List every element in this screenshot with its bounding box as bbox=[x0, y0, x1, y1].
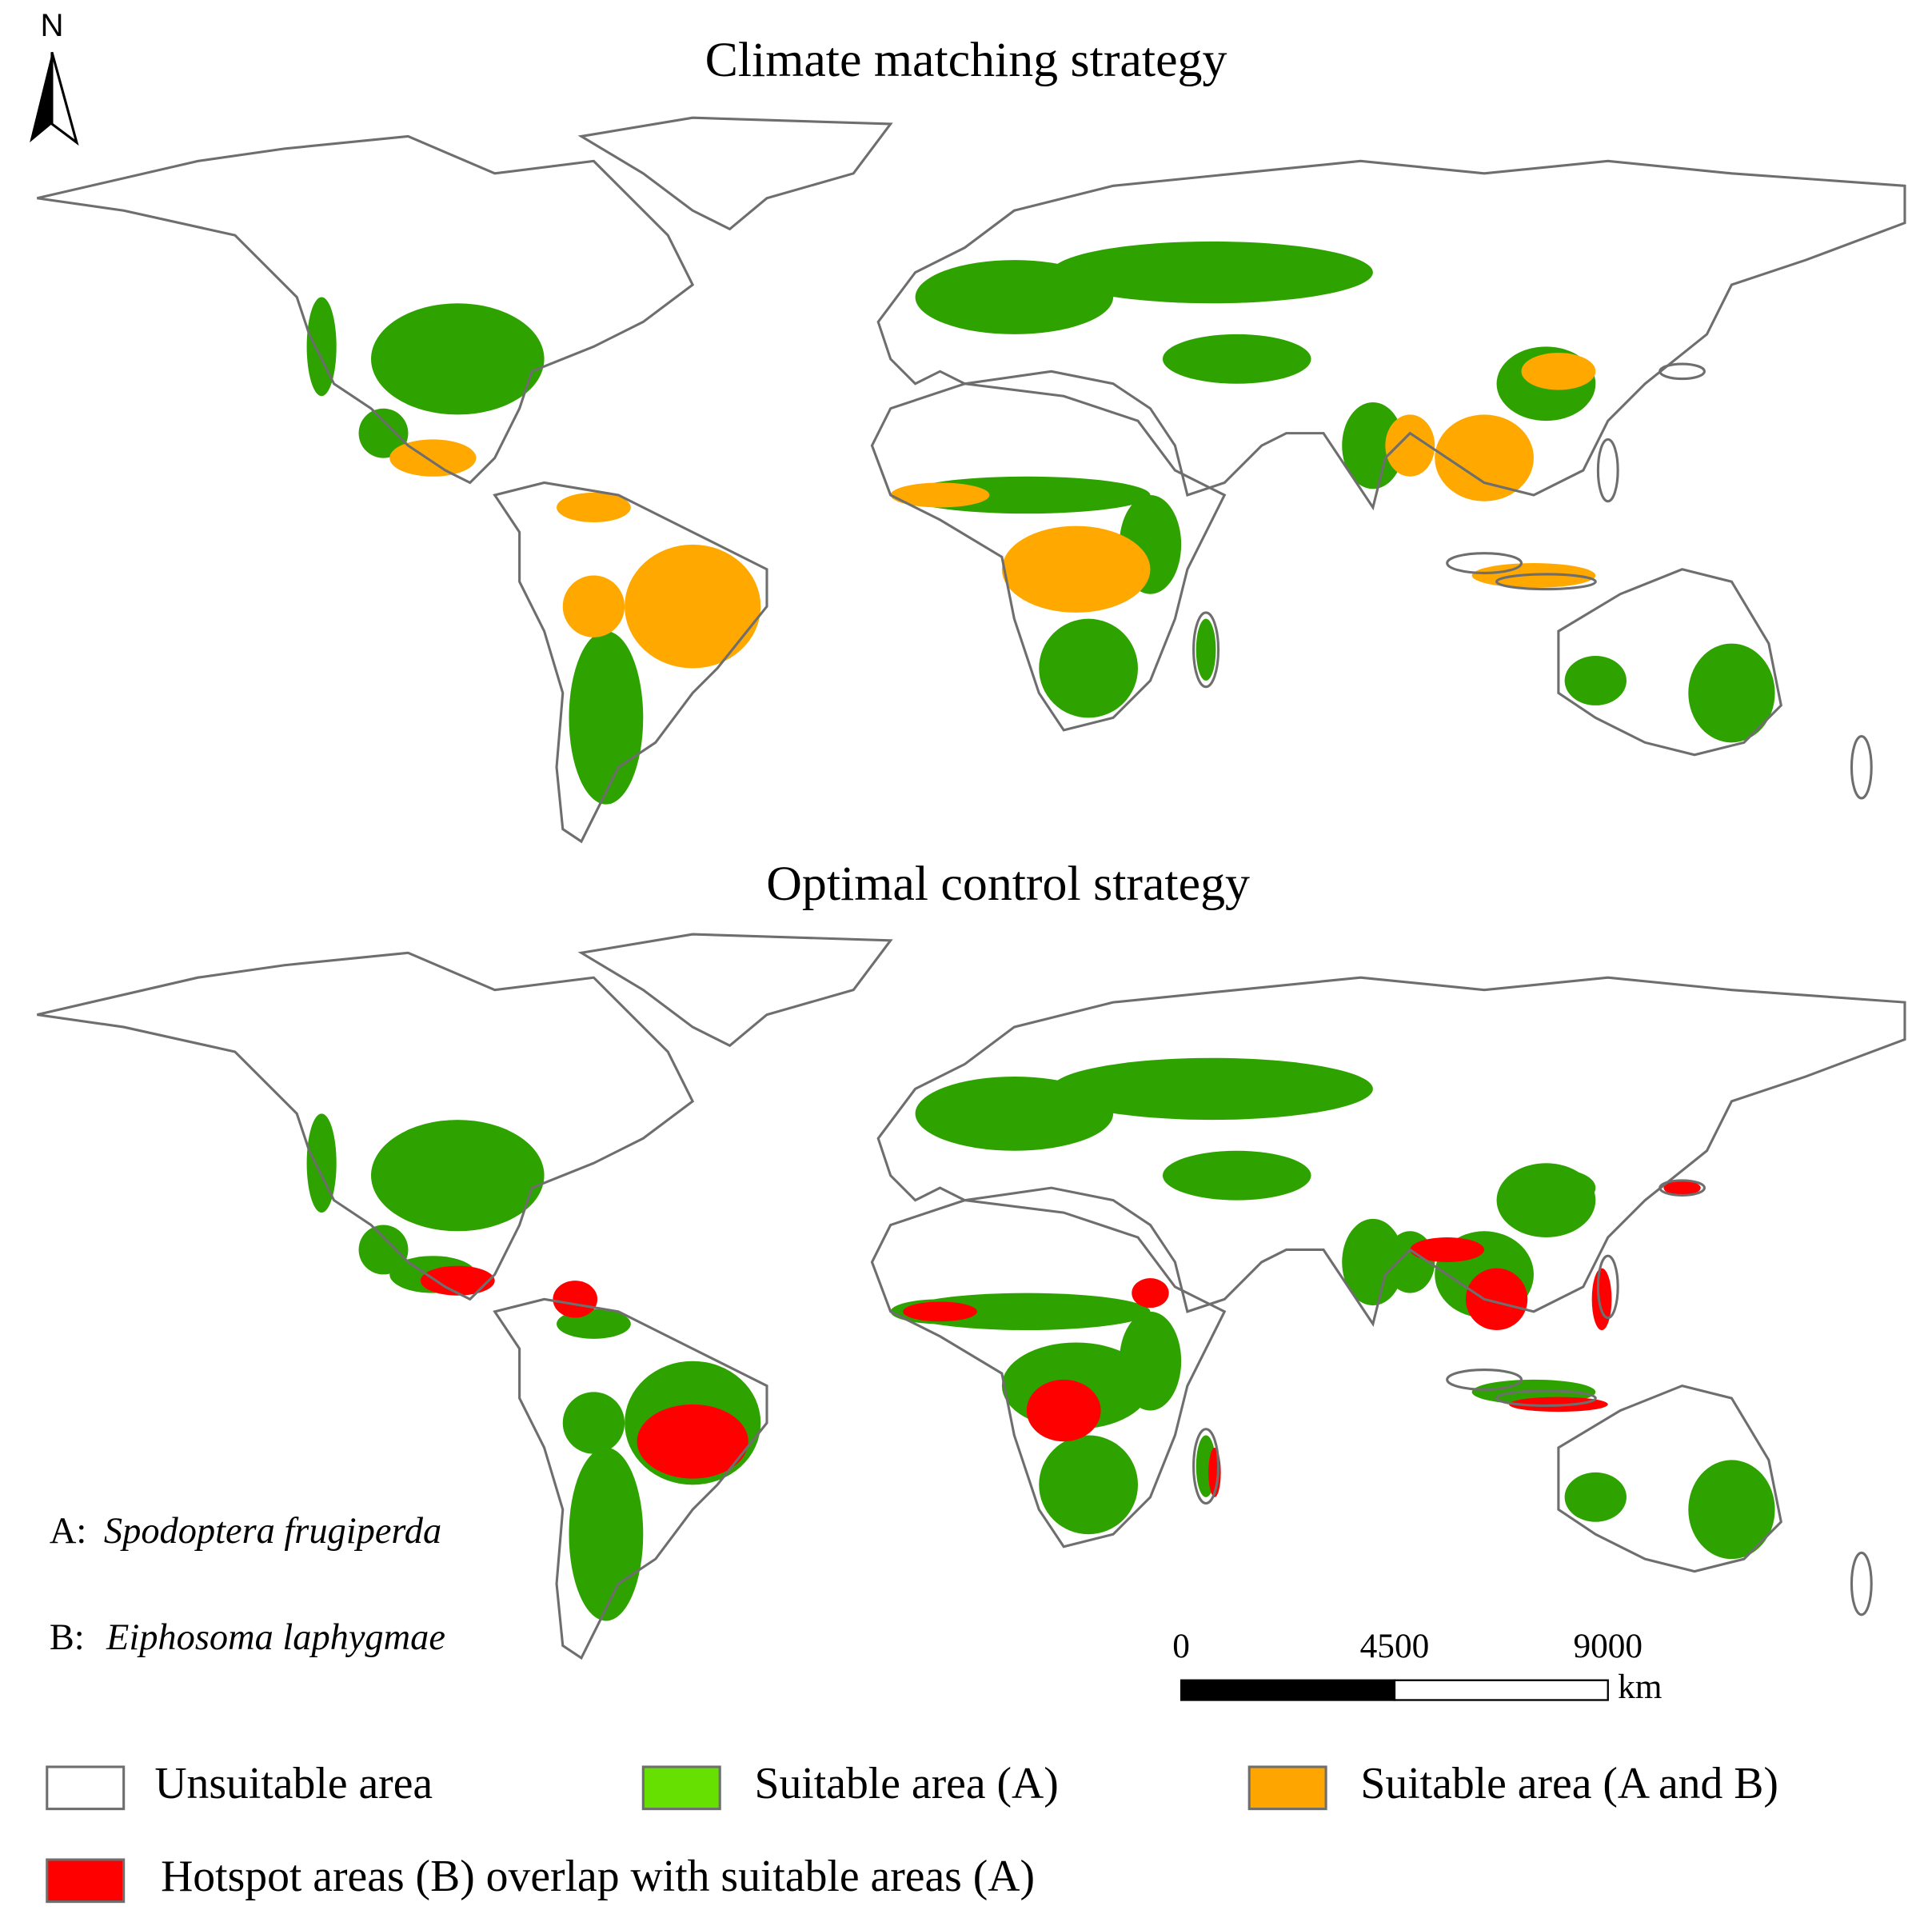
hotspot-patch bbox=[553, 1281, 598, 1318]
species-name: Spodoptera frugiperda bbox=[104, 1511, 441, 1552]
map-title: Optimal control strategy bbox=[766, 857, 1250, 911]
hotspot-patch bbox=[903, 1301, 977, 1322]
legend-label: Hotspot areas (B) overlap with suitable … bbox=[161, 1852, 1035, 1901]
legend-swatch bbox=[641, 1765, 721, 1811]
species-key: A: bbox=[50, 1511, 86, 1552]
hotspot-patch bbox=[637, 1404, 748, 1479]
legend-swatch bbox=[1247, 1765, 1327, 1811]
north-label: N bbox=[40, 7, 63, 43]
scale-unit: km bbox=[1618, 1668, 1662, 1706]
legend: Unsuitable area Suitable area (A) Suitable… bbox=[46, 1759, 1778, 1904]
scale-label: 4500 bbox=[1360, 1627, 1430, 1665]
legend-label: Suitable area (A and B) bbox=[1360, 1759, 1778, 1808]
hotspot-patch bbox=[1591, 1268, 1612, 1331]
legend-label: Unsuitable area bbox=[154, 1759, 433, 1808]
legend-label: Suitable area (A) bbox=[755, 1759, 1059, 1808]
hotspot-patch bbox=[1410, 1237, 1485, 1262]
hotspot-patch bbox=[1465, 1268, 1528, 1331]
hotspot-patch bbox=[420, 1265, 495, 1296]
legend-swatch bbox=[46, 1765, 126, 1811]
map-title: Climate matching strategy bbox=[705, 33, 1227, 87]
scale-segment bbox=[1393, 1679, 1609, 1701]
map bbox=[35, 116, 1906, 843]
north-arrow bbox=[50, 51, 79, 146]
hotspot-patch bbox=[1026, 1379, 1101, 1442]
scale-label: 0 bbox=[1172, 1627, 1190, 1665]
hotspot-patch bbox=[1663, 1180, 1701, 1196]
north-arrow bbox=[30, 52, 52, 143]
hotspot-patch bbox=[1132, 1278, 1169, 1309]
species-key: B: bbox=[50, 1617, 85, 1658]
map bbox=[35, 933, 1906, 1660]
scale-segment bbox=[1180, 1679, 1396, 1701]
scale-label: 9000 bbox=[1573, 1627, 1643, 1665]
legend-swatch bbox=[46, 1858, 126, 1904]
species-name: Eiphosoma laphygmae bbox=[106, 1617, 445, 1658]
